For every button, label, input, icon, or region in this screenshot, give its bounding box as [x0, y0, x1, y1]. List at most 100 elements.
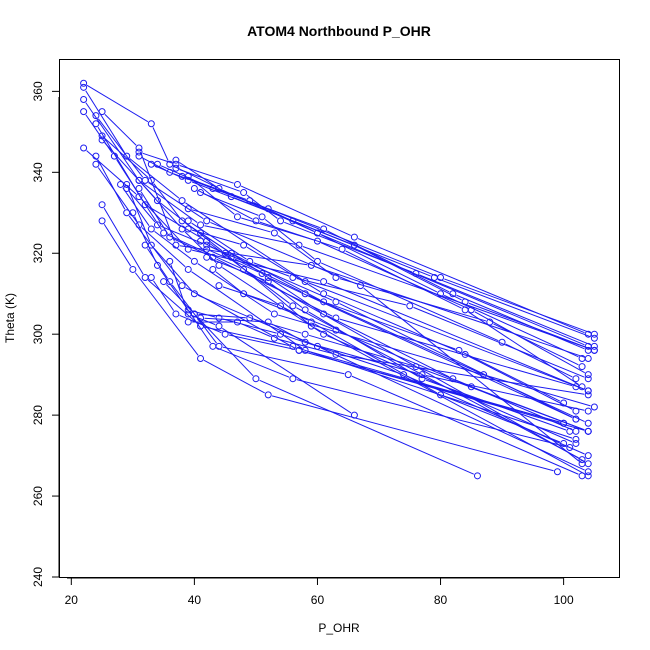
- data-point: [215, 282, 223, 290]
- data-point: [590, 334, 598, 342]
- series-line-segment: [271, 395, 554, 472]
- series-line-segment: [210, 258, 265, 281]
- data-point: [295, 241, 303, 249]
- x-axis-label: P_OHR: [318, 621, 360, 635]
- chart-title: ATOM4 Northbound P_OHR: [247, 23, 431, 39]
- data-point: [590, 342, 598, 350]
- series-line-segment: [196, 316, 254, 377]
- series-line-segment: [129, 158, 180, 199]
- series-line-segment: [284, 221, 413, 273]
- data-point: [215, 314, 223, 322]
- series-line-segment: [320, 234, 438, 293]
- data-point: [172, 164, 180, 172]
- series-line-segment: [153, 280, 175, 311]
- data-point: [197, 237, 205, 245]
- series-line-segment: [320, 262, 499, 342]
- series-line-segment: [308, 282, 585, 390]
- data-point: [578, 363, 586, 371]
- data-point: [584, 468, 592, 476]
- series-line-segment: [339, 278, 487, 322]
- data-point: [98, 201, 106, 209]
- data-point: [566, 427, 574, 435]
- series-28: [153, 160, 592, 354]
- series-line-segment: [277, 234, 333, 276]
- series-47: [184, 318, 592, 399]
- data-point: [190, 257, 198, 265]
- series-line-segment: [191, 229, 240, 245]
- data-point: [178, 282, 186, 290]
- series-line-segment: [264, 218, 315, 260]
- data-point: [578, 456, 586, 464]
- data-point: [584, 354, 592, 362]
- series-line-segment: [141, 199, 186, 247]
- x-tick-label: 20: [65, 593, 79, 607]
- series-line-segment: [296, 277, 406, 306]
- data-point: [590, 346, 598, 354]
- data-point: [473, 472, 481, 480]
- data-point: [129, 265, 137, 273]
- data-point: [584, 419, 592, 427]
- data-point: [240, 290, 248, 298]
- data-point: [258, 213, 266, 221]
- series-line-segment: [468, 355, 573, 410]
- data-point: [92, 160, 100, 168]
- series-line-segment: [204, 193, 259, 216]
- data-point: [590, 403, 598, 411]
- data-point: [418, 371, 426, 379]
- series-line-segment: [160, 202, 223, 252]
- series-35: [184, 205, 586, 371]
- series-line-segment: [326, 315, 450, 378]
- series-line-segment: [246, 246, 321, 293]
- x-tick-label: 100: [554, 593, 574, 607]
- series-line-segment: [204, 326, 290, 346]
- data-point: [197, 354, 205, 362]
- series-line-segment: [487, 375, 585, 422]
- series-line-segment: [127, 187, 151, 242]
- series-22: [147, 274, 568, 427]
- series-line-segment: [240, 185, 351, 236]
- data-point: [227, 249, 235, 257]
- data-point: [584, 371, 592, 379]
- data-point: [98, 132, 106, 140]
- data-point: [277, 302, 285, 310]
- data-point: [240, 241, 248, 249]
- data-point: [80, 108, 88, 116]
- series-line-segment: [425, 375, 585, 411]
- series-line-segment: [170, 264, 188, 311]
- series-line-segment: [222, 318, 277, 334]
- data-point: [197, 221, 205, 229]
- series-line-segment: [222, 286, 277, 306]
- series-line-segment: [234, 254, 321, 301]
- data-point: [412, 269, 420, 277]
- series-line-segment: [203, 234, 229, 252]
- data-point: [301, 306, 309, 314]
- series-line-segment: [253, 201, 315, 232]
- series-line-segment: [152, 127, 169, 161]
- series-line-segment: [215, 271, 241, 292]
- data-point: [135, 148, 143, 156]
- y-tick-label: 260: [31, 486, 45, 506]
- data-point: [153, 197, 161, 205]
- data-point: [455, 346, 463, 354]
- data-point: [264, 391, 272, 399]
- series-line-segment: [339, 331, 468, 386]
- series-line-segment: [419, 367, 585, 431]
- data-point: [123, 180, 131, 188]
- series-line-segment: [141, 183, 180, 227]
- data-point: [233, 213, 241, 221]
- data-point: [566, 444, 574, 451]
- series-line-segment: [141, 182, 198, 223]
- series-line-segment: [154, 230, 192, 260]
- data-point: [123, 152, 131, 160]
- data-point: [277, 330, 285, 338]
- x-tick-label: 80: [434, 593, 448, 607]
- series-41: [203, 253, 574, 435]
- series-line-segment: [227, 255, 309, 324]
- series-line-segment: [339, 354, 585, 395]
- data-point: [98, 108, 106, 116]
- series-line-segment: [97, 159, 126, 210]
- series-line-segment: [85, 90, 125, 154]
- series-34: [197, 189, 580, 383]
- data-point: [197, 189, 205, 197]
- data-point: [320, 278, 328, 286]
